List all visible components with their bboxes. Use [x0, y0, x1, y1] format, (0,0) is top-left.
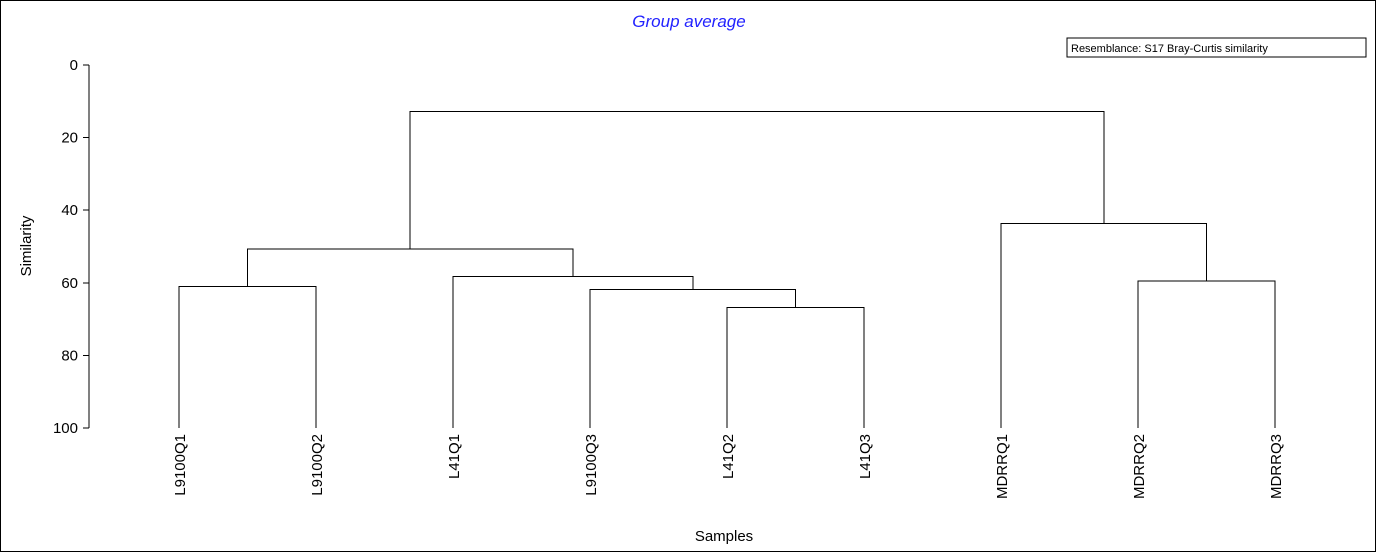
leaf-label: L41Q3	[857, 434, 874, 479]
y-tick-label: 40	[61, 202, 78, 219]
legend-text: Resemblance: S17 Bray-Curtis similarity	[1071, 43, 1268, 55]
y-tick-label: 60	[61, 275, 78, 292]
x-axis-label: Samples	[695, 528, 753, 545]
leaf-label: L9100Q1	[172, 434, 189, 496]
leaf-label: L9100Q2	[309, 434, 326, 496]
leaf-label: MDRRQ2	[1131, 434, 1148, 499]
y-tick-label: 0	[70, 57, 78, 74]
leaf-label: MDRRQ1	[994, 434, 1011, 499]
y-axis-label: Similarity	[18, 215, 35, 276]
dendrogram-branch	[247, 248, 574, 287]
dendrogram-branch	[409, 110, 1105, 250]
legend-box: Resemblance: S17 Bray-Curtis similarity	[1066, 37, 1367, 58]
leaf-label: L9100Q3	[583, 434, 600, 496]
chart-title: Group average	[632, 12, 745, 31]
dendrogram-branch	[726, 306, 865, 428]
y-axis: 0 20 40 60 80 100	[53, 57, 90, 437]
dendrogram-branch	[178, 285, 317, 428]
leaf-label: MDRRQ3	[1268, 434, 1285, 499]
dendrogram-branch	[452, 276, 694, 428]
leaf-labels: L9100Q1 L9100Q2 L41Q1 L9100Q3 L41Q2 L41Q3 MDRR…	[172, 434, 1285, 499]
dendrogram-branch	[1000, 222, 1207, 428]
leaf-label: L41Q1	[446, 434, 463, 479]
leaf-label: L41Q2	[720, 434, 737, 479]
y-tick-label: 100	[53, 420, 78, 437]
dendrogram-branch	[589, 288, 796, 428]
dendrogram-tree	[178, 110, 1276, 428]
dendrogram-branch	[1137, 280, 1276, 428]
y-tick-label: 20	[61, 130, 78, 147]
y-tick-label: 80	[61, 347, 78, 364]
